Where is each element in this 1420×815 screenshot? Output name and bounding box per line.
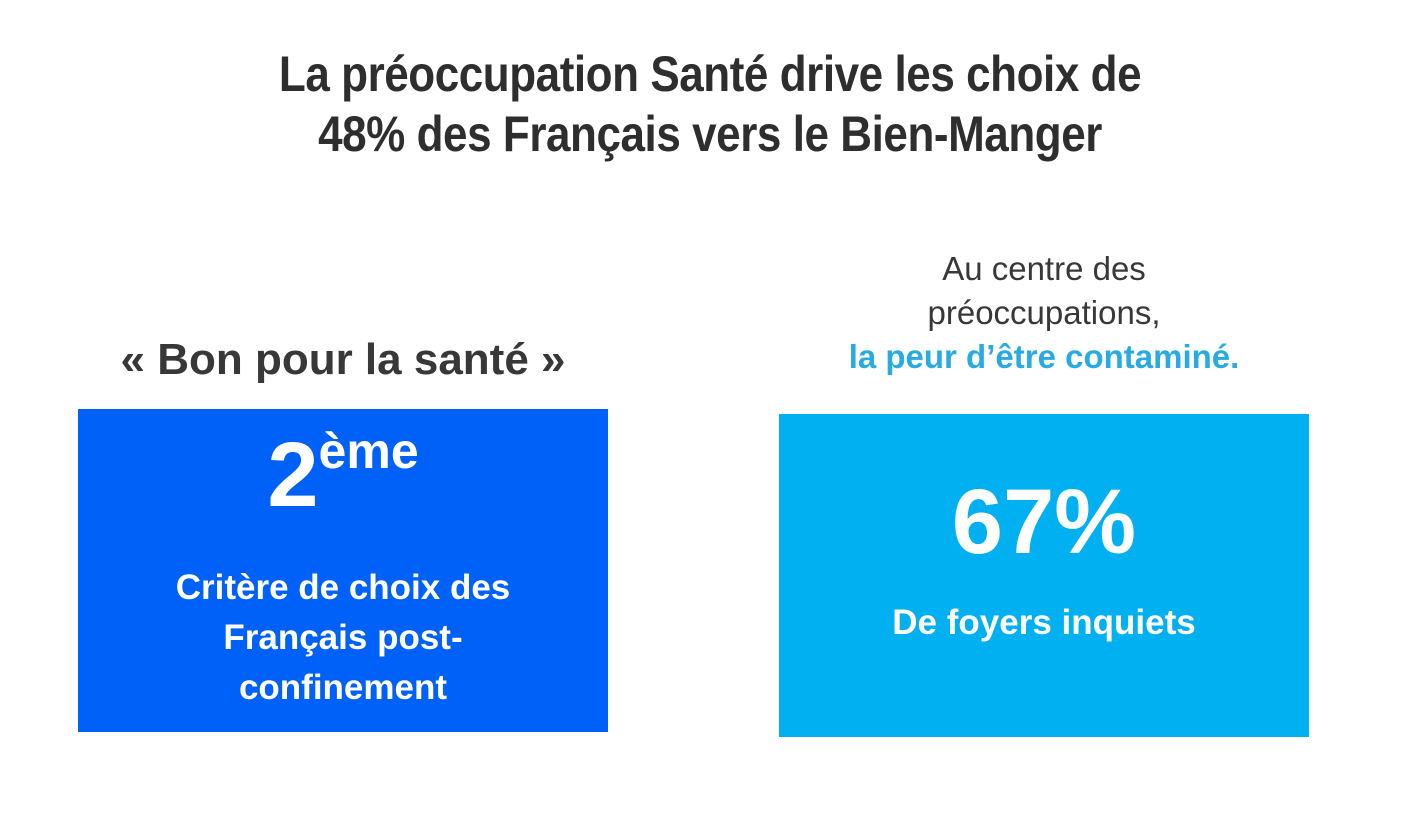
- left-stat-description-line-1: Critère de choix des: [175, 568, 511, 607]
- right-panel-heading: Au centre des préoccupations, la peur d’…: [779, 247, 1309, 379]
- slide-title-line-2: 48% des Français vers le Bien-Manger: [318, 106, 1102, 162]
- left-stat-description-line-2: Français post-: [223, 618, 463, 657]
- slide-title-line-1: La préoccupation Santé drive les choix d…: [278, 46, 1142, 102]
- left-stat-description: Critère de choix des Français post- conf…: [176, 563, 511, 713]
- percentage-figure: 67%: [951, 471, 1137, 573]
- right-heading-line-2: préoccupations,: [927, 294, 1161, 331]
- right-stat-description: De foyers inquiets: [892, 603, 1196, 642]
- left-stat-card: 2ème Critère de choix des Français post-…: [78, 409, 608, 732]
- rank-figure: 2ème: [267, 423, 418, 535]
- rank-ordinal-suffix: ème: [318, 423, 419, 479]
- right-stat-card: 67% De foyers inquiets: [779, 414, 1309, 737]
- right-heading-highlight: la peur d’être contaminé.: [848, 338, 1240, 375]
- rank-value: 2: [267, 424, 319, 526]
- left-stat-description-line-3: confinement: [238, 668, 448, 707]
- left-panel-heading: « Bon pour la santé »: [120, 335, 566, 384]
- right-heading-line-1: Au centre des: [942, 250, 1146, 287]
- slide-title: La préoccupation Santé drive les choix d…: [85, 44, 1335, 164]
